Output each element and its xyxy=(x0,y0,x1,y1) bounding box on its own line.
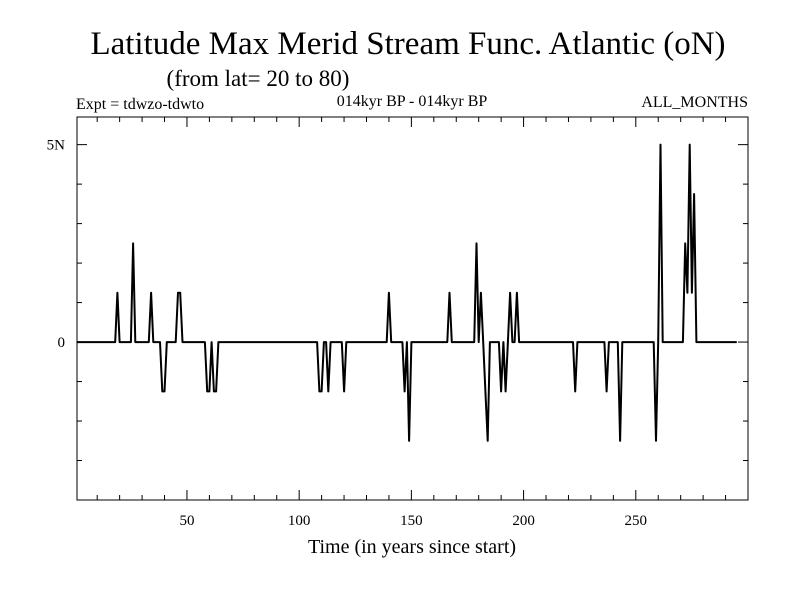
x-tick-label: 250 xyxy=(625,513,648,529)
months-note: ALL_MONTHS xyxy=(641,94,748,111)
period-note: 014kyr BP - 014kyr BP xyxy=(337,93,488,110)
x-tick-label: 200 xyxy=(512,513,535,529)
x-tick-label: 100 xyxy=(288,513,311,529)
series-line xyxy=(77,143,737,442)
x-tick-label: 150 xyxy=(400,513,423,529)
axis-ticks xyxy=(77,117,748,501)
chart-subtitle: (from lat= 20 to 80) xyxy=(167,66,350,91)
plot-frame xyxy=(76,116,749,501)
x-tick-label: 50 xyxy=(179,513,194,529)
chart-title: Latitude Max Merid Stream Func. Atlantic… xyxy=(90,26,725,62)
y-tick-label: 5N xyxy=(47,138,66,154)
y-tick-label: 0 xyxy=(58,335,66,351)
axis-tick-labels: 50 100 150 200 250 0 5N xyxy=(47,138,647,529)
experiment-note: Expt = tdwzo-tdwto xyxy=(76,96,204,113)
x-axis-label: Time (in years since start) xyxy=(308,536,516,558)
